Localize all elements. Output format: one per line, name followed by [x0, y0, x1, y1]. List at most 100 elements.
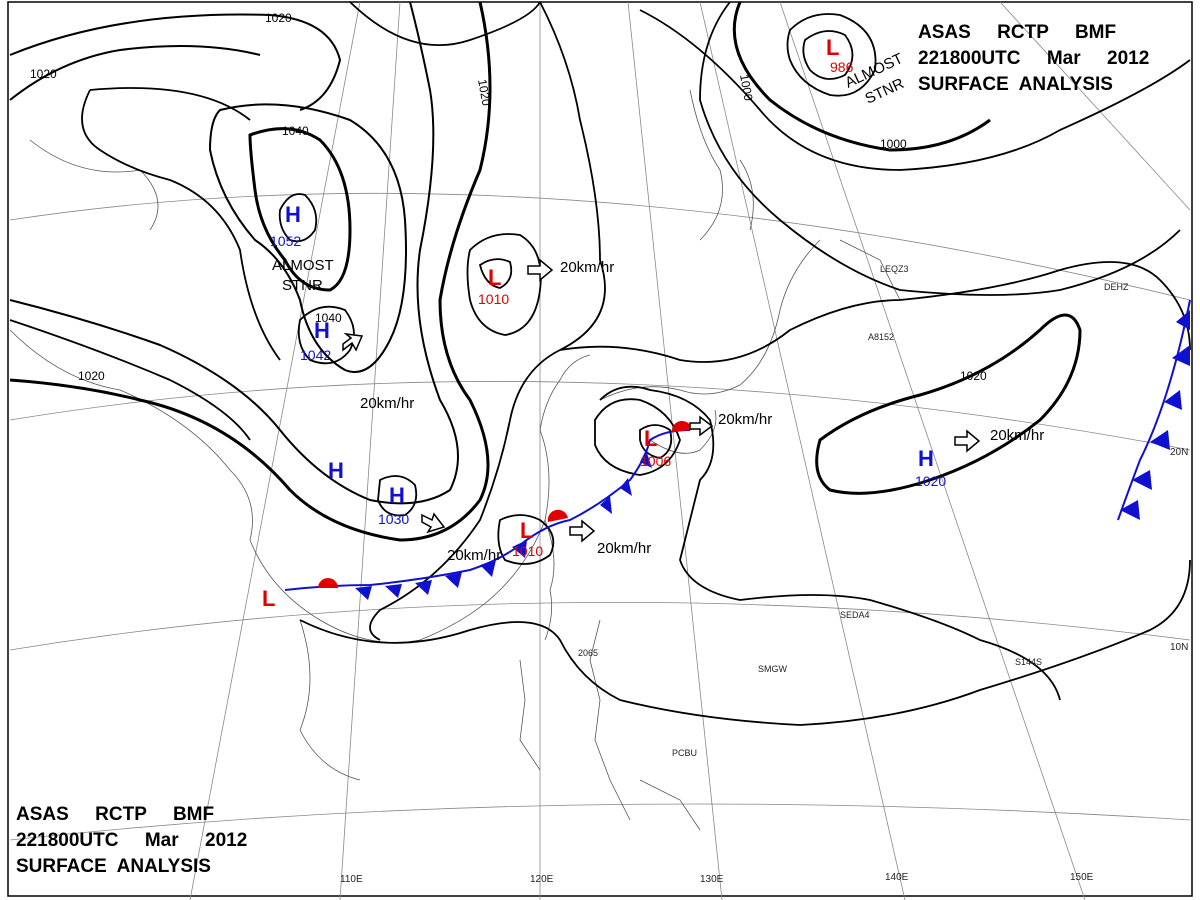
warm-front-bumps	[318, 420, 692, 588]
motion-speed: 20km/hr	[560, 259, 614, 276]
isobar	[299, 559, 1191, 726]
motion-speed: 20km/hr	[447, 547, 501, 564]
isobar-label: 1040	[315, 311, 342, 325]
isobar	[732, 1, 991, 152]
isobar-label: 1020	[265, 11, 292, 25]
cold-front-east	[1117, 299, 1191, 521]
low-pressure-value: 1010	[512, 543, 543, 559]
graticule	[9, 1, 1191, 900]
header-top-right: ASAS RCTP BMF 221800UTC Mar 2012 SURFACE…	[918, 22, 1149, 95]
motion-speed: 20km/hr	[597, 540, 651, 557]
isobar	[497, 514, 555, 565]
header-bottom-left: ASAS RCTP BMF 221800UTC Mar 2012 SURFACE…	[16, 804, 247, 877]
isobar	[559, 261, 1191, 363]
high-pressure-center: H	[285, 202, 301, 227]
station-id: PCBU	[672, 748, 697, 758]
motion-speed: 20km/hr	[360, 395, 414, 412]
high-pressure-center: H	[389, 483, 405, 508]
fronts	[284, 299, 1191, 600]
station-id: A8152	[868, 332, 894, 342]
isobar	[639, 424, 673, 459]
high-pressure-value: 1052	[270, 233, 301, 249]
header-line: 221800UTC Mar 2012	[918, 48, 1149, 69]
stationary-note: ALMOST	[272, 257, 334, 274]
low-pressure-center: L	[644, 426, 657, 451]
high-pressure-center: H	[314, 318, 330, 343]
isobar	[9, 1, 492, 542]
isobar	[639, 9, 1191, 171]
isobar	[248, 127, 352, 292]
isobar-label: 1040	[282, 124, 309, 138]
isobar-label: 1020	[30, 67, 57, 81]
header-line: 221800UTC Mar 2012	[16, 830, 247, 851]
low-pressure-value: 986	[830, 59, 854, 75]
station-id: S144S	[1015, 657, 1042, 667]
low-pressure-center: L	[826, 35, 839, 60]
coastlines	[9, 89, 901, 831]
isobar	[802, 30, 854, 80]
isobar-label: 1000	[880, 137, 907, 151]
isobar	[297, 305, 355, 365]
chart-frame	[7, 1, 1193, 897]
longitude-label: 140E	[885, 872, 909, 883]
isobar	[9, 45, 261, 101]
latitude-label: 20N	[1170, 447, 1188, 458]
station-id: 2065	[578, 648, 598, 658]
high-pressure-center: H	[328, 458, 344, 483]
isobar	[466, 233, 542, 336]
isobars	[9, 1, 1191, 726]
stationary-note: STNR	[282, 277, 323, 294]
station-id: DEHZ	[1104, 282, 1129, 292]
motion-speed: 20km/hr	[990, 427, 1044, 444]
pressure-centres: H 1052 H 1042 H H 1030 H 1020 L 986 L 10…	[262, 35, 946, 611]
high-pressure-value: 1020	[915, 473, 946, 489]
isobar-labels: 1020 1020 1020 1040 1040 1020 1000 1000 …	[30, 11, 987, 383]
longitude-label: 110E	[340, 874, 363, 885]
header-line: SURFACE ANALYSIS	[16, 856, 211, 877]
high-pressure-center: H	[918, 446, 934, 471]
station-id: LEQZ3	[880, 264, 909, 274]
graticule-labels: 110E 120E 130E 140E 150E 20N 10N	[340, 447, 1188, 885]
isobar-label: 1020	[960, 369, 987, 383]
isobar	[478, 258, 513, 289]
isobar	[699, 1, 1181, 296]
longitude-label: 130E	[700, 874, 724, 885]
isobar	[599, 385, 1061, 701]
isobar	[9, 319, 251, 441]
isobar	[594, 398, 681, 476]
header-line: ASAS RCTP BMF	[16, 804, 214, 825]
stationary-notes: ALMOST STNR ALMOST STNR	[272, 50, 907, 294]
stationary-front	[284, 429, 691, 591]
low-pressure-center: L	[520, 518, 533, 543]
low-pressure-value: 1006	[640, 453, 671, 469]
low-pressure-center: L	[488, 265, 501, 290]
isobar-label: 1000	[737, 73, 755, 102]
isobar	[369, 1, 606, 641]
isobar	[815, 313, 1082, 495]
motion-arrows	[342, 258, 981, 543]
low-pressure-center: L	[262, 586, 275, 611]
isobar	[9, 13, 342, 111]
isobar	[349, 1, 541, 47]
motion-speed-labels: 20km/hr 20km/hr 20km/hr 20km/hr 20km/hr …	[360, 259, 1044, 564]
isobar-label: 1020	[475, 78, 493, 107]
isobar	[9, 1, 459, 505]
low-pressure-value: 1010	[478, 291, 509, 307]
station-id: SEDA4	[840, 610, 870, 620]
isobar	[208, 103, 407, 373]
longitude-label: 120E	[530, 874, 554, 885]
isobar-label: 1020	[78, 369, 105, 383]
isobar	[278, 193, 318, 243]
station-id: SMGW	[758, 664, 788, 674]
isobar	[81, 87, 281, 361]
high-pressure-value: 1030	[378, 511, 409, 527]
isobar	[786, 13, 877, 97]
motion-speed: 20km/hr	[718, 411, 772, 428]
longitude-label: 150E	[1070, 872, 1094, 883]
header-line: SURFACE ANALYSIS	[918, 74, 1113, 95]
high-pressure-value: 1042	[300, 347, 331, 363]
isobar	[377, 475, 418, 517]
header-line: ASAS RCTP BMF	[918, 22, 1116, 43]
latitude-label: 10N	[1170, 642, 1188, 653]
